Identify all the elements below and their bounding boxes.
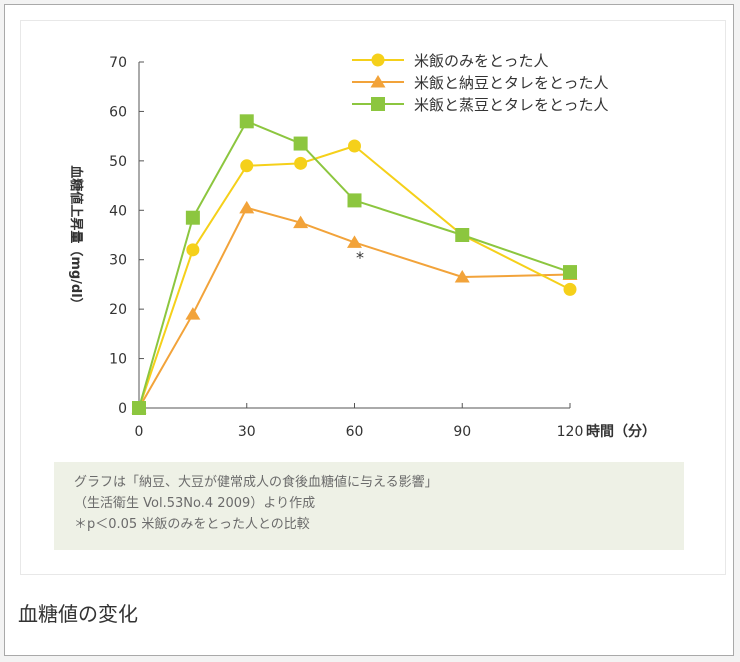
series-circle (132, 139, 577, 415)
y-axis-label: 血糖値上昇量（mg/dl） (68, 165, 84, 310)
x-axis-label: 時間（分） (586, 423, 656, 440)
x-ticks: 0 30 60 90 120 (135, 403, 584, 440)
series-triangle (131, 200, 578, 414)
legend-label: 米飯のみをとった人 (414, 52, 549, 70)
data-point-square (563, 265, 577, 280)
data-point-square (293, 136, 308, 151)
data-point-triangle (454, 270, 470, 283)
series-line-square (138, 120, 571, 409)
data-point-triangle (347, 235, 362, 248)
y-tick-label: 40 (109, 203, 127, 219)
note-line-3: ＊p＜0.05 米飯のみをとった人との比較 (74, 517, 310, 532)
data-point-square (132, 401, 146, 415)
legend-marker-circle (371, 53, 385, 67)
legend-marker-triangle (370, 75, 386, 88)
note-line-2: （生活衛生 Vol.53No.4 2009）より作成 (74, 496, 316, 511)
data-point-triangle (239, 200, 255, 214)
legend-item: 米飯のみをとった人 (352, 52, 549, 70)
data-point-circle (186, 243, 200, 257)
x-tick-label: 60 (346, 424, 364, 440)
y-tick-label: 60 (109, 104, 127, 120)
data-point-circle (294, 156, 308, 170)
y-tick-label: 10 (109, 352, 127, 368)
x-tick-label: 0 (135, 424, 144, 440)
data-point-square (347, 193, 362, 208)
data-point-triangle (293, 215, 309, 229)
x-tick-label: 90 (453, 424, 471, 440)
legend-marker-square (371, 97, 385, 111)
y-tick-label: 70 (109, 55, 127, 71)
x-tick-label: 30 (238, 424, 256, 440)
blood-sugar-line-chart: 0 10 20 30 40 50 60 70 0 30 60 90 120 血糖値上昇量（mg/dl）… (68, 52, 656, 440)
source-note: グラフは「納豆、大豆が健常成人の食後血糖値に与える影響」 （生活衛生 Vol.5… (54, 462, 684, 550)
data-point-square (239, 114, 254, 129)
x-tick-label: 120 (557, 424, 584, 440)
y-tick-label: 50 (109, 154, 127, 170)
data-point-circle (563, 282, 577, 296)
y-ticks: 0 10 20 30 40 50 60 70 (109, 55, 144, 417)
y-tick-label: 20 (109, 302, 127, 318)
legend-label: 米飯と納豆とタレをとった人 (414, 74, 609, 92)
data-point-square (455, 228, 470, 242)
significance-asterisk: * (356, 248, 364, 267)
data-point-triangle (185, 307, 201, 320)
legend-item: 米飯と納豆とタレをとった人 (352, 74, 609, 92)
figure-caption: 血糖値の変化 (18, 602, 138, 626)
legend-label: 米飯と蒸豆とタレをとった人 (414, 96, 609, 114)
series-square (132, 114, 577, 415)
note-line-1: グラフは「納豆、大豆が健常成人の食後血糖値に与える影響」 (74, 475, 438, 490)
y-tick-label: 30 (109, 253, 127, 269)
data-point-circle (240, 159, 254, 173)
data-point-square (185, 210, 200, 225)
y-tick-label: 0 (118, 401, 127, 417)
legend-item: 米飯と蒸豆とタレをとった人 (352, 96, 609, 114)
data-point-circle (348, 139, 361, 153)
series-layer (131, 114, 578, 415)
